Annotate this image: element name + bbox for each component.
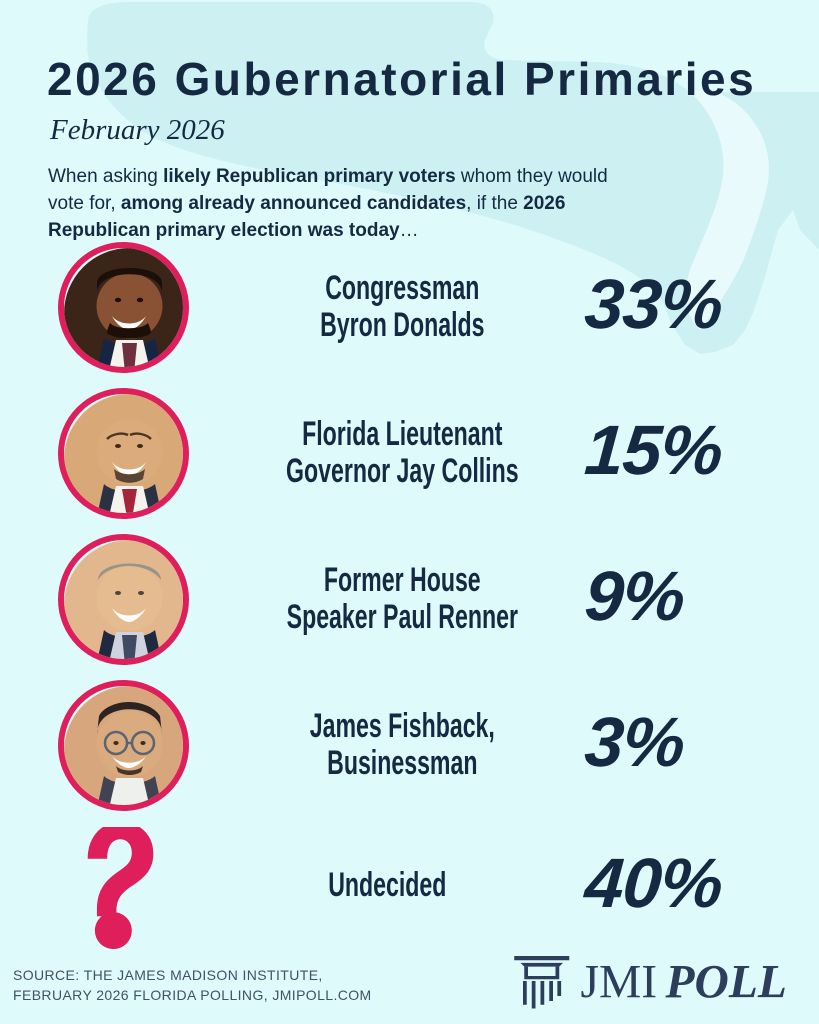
svg-text:POLL: POLL [665, 956, 787, 1008]
svg-text:JMI: JMI [581, 956, 658, 1008]
